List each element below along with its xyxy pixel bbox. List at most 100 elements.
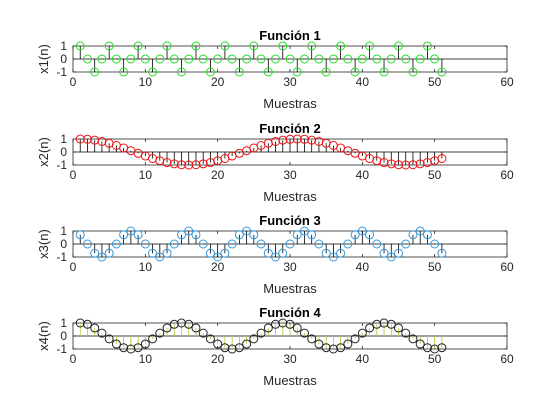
stem-marker bbox=[256, 328, 266, 338]
stem-marker bbox=[430, 344, 440, 354]
stem-marker bbox=[133, 230, 143, 240]
stem-marker bbox=[430, 54, 440, 64]
stem-marker bbox=[386, 54, 396, 64]
x-tick-label: 20 bbox=[211, 168, 225, 182]
stem-marker bbox=[285, 319, 295, 329]
x-axis-label: Muestras bbox=[263, 96, 317, 111]
stem-marker bbox=[401, 239, 411, 249]
stem-marker bbox=[205, 248, 215, 258]
stem-marker bbox=[379, 248, 389, 258]
stem-marker bbox=[191, 323, 201, 333]
stem-marker bbox=[227, 239, 237, 249]
stem-marker bbox=[111, 339, 121, 349]
x-tick-label: 20 bbox=[211, 352, 225, 366]
x-axis-label: Muestras bbox=[263, 189, 317, 204]
stem-marker bbox=[242, 226, 252, 236]
stem-marker bbox=[285, 54, 295, 64]
stem-marker bbox=[307, 41, 317, 51]
stem-marker bbox=[126, 226, 136, 236]
x-tick-label: 0 bbox=[70, 75, 77, 89]
x-tick-label: 40 bbox=[356, 352, 370, 366]
stem-marker bbox=[249, 230, 259, 240]
stem-marker bbox=[184, 160, 194, 170]
stem-marker bbox=[162, 158, 172, 168]
stem-marker bbox=[234, 230, 244, 240]
stem-marker bbox=[126, 344, 136, 354]
stem-marker bbox=[191, 160, 201, 170]
stem-marker bbox=[328, 252, 338, 262]
y-tick-label: 0 bbox=[60, 329, 67, 343]
stem-marker bbox=[155, 252, 165, 262]
stem-marker bbox=[299, 226, 309, 236]
stem-marker bbox=[408, 230, 418, 240]
stem-marker bbox=[213, 339, 223, 349]
stem-marker bbox=[336, 41, 346, 51]
x-tick-label: 0 bbox=[70, 352, 77, 366]
stem-marker bbox=[104, 248, 114, 258]
y-tick-label: -1 bbox=[56, 158, 67, 172]
stem-marker bbox=[314, 239, 324, 249]
x-tick-label: 0 bbox=[70, 260, 77, 274]
stem-marker bbox=[234, 343, 244, 353]
stem-marker bbox=[408, 334, 418, 344]
stem-marker bbox=[394, 160, 403, 170]
stem-marker bbox=[401, 160, 411, 170]
x-tick-label: 20 bbox=[211, 260, 225, 274]
y-tick-label: -1 bbox=[56, 65, 67, 79]
x-tick-label: 10 bbox=[139, 352, 153, 366]
stem-marker bbox=[437, 154, 447, 163]
stem-marker bbox=[220, 41, 230, 51]
stem-marker bbox=[299, 134, 309, 144]
stem-marker bbox=[271, 136, 281, 146]
y-axis-label: x1(n) bbox=[36, 44, 51, 74]
y-axis-label: x2(n) bbox=[36, 137, 51, 167]
stem-marker bbox=[365, 230, 375, 240]
stem-marker bbox=[357, 328, 367, 338]
stem-marker bbox=[372, 239, 382, 249]
stem-marker bbox=[422, 343, 432, 353]
stem-marker bbox=[336, 343, 346, 353]
stem-marker bbox=[271, 319, 281, 329]
y-tick-label: 0 bbox=[60, 145, 67, 159]
stem-marker bbox=[271, 252, 281, 262]
stem-marker bbox=[140, 339, 150, 349]
stem-marker bbox=[242, 339, 252, 349]
subplot-3: Función 3 x3(n) Muestras 0 10 20 30 40 50 60-1… bbox=[36, 213, 514, 296]
stem-marker bbox=[379, 318, 389, 328]
stem-marker bbox=[75, 134, 85, 144]
stem-marker bbox=[394, 41, 403, 51]
stem-marker bbox=[75, 318, 85, 328]
stem-marker bbox=[162, 248, 172, 258]
stem-marker bbox=[343, 339, 353, 349]
stem-marker bbox=[162, 323, 172, 333]
y-tick-label: 1 bbox=[60, 39, 67, 53]
stem-marker bbox=[285, 134, 295, 144]
stem-marker bbox=[430, 239, 440, 249]
stem-marker bbox=[249, 334, 259, 344]
stem-marker bbox=[119, 343, 129, 353]
stem-marker bbox=[90, 323, 100, 333]
x-axis-label: Muestras bbox=[263, 373, 317, 388]
x-tick-label: 30 bbox=[283, 75, 297, 89]
stem-marker bbox=[422, 41, 432, 51]
stem-marker bbox=[97, 252, 107, 262]
x-tick-label: 50 bbox=[428, 168, 442, 182]
stem-marker bbox=[278, 248, 288, 258]
subplot-title: Función 1 bbox=[259, 28, 320, 43]
stem-marker bbox=[220, 248, 230, 258]
stem-marker bbox=[256, 54, 266, 64]
stem-marker bbox=[365, 323, 375, 333]
stem-marker bbox=[184, 319, 194, 329]
stem-marker bbox=[162, 41, 172, 51]
stem-marker bbox=[191, 41, 201, 51]
stem-marker bbox=[148, 248, 158, 258]
stem-marker bbox=[394, 248, 403, 258]
stem-marker bbox=[321, 248, 331, 258]
stem-marker bbox=[119, 67, 129, 77]
stem-marker bbox=[321, 343, 331, 353]
stem-marker bbox=[278, 41, 288, 51]
x-tick-label: 0 bbox=[70, 168, 77, 182]
stem-marker bbox=[104, 334, 114, 344]
stem-marker bbox=[386, 319, 396, 329]
